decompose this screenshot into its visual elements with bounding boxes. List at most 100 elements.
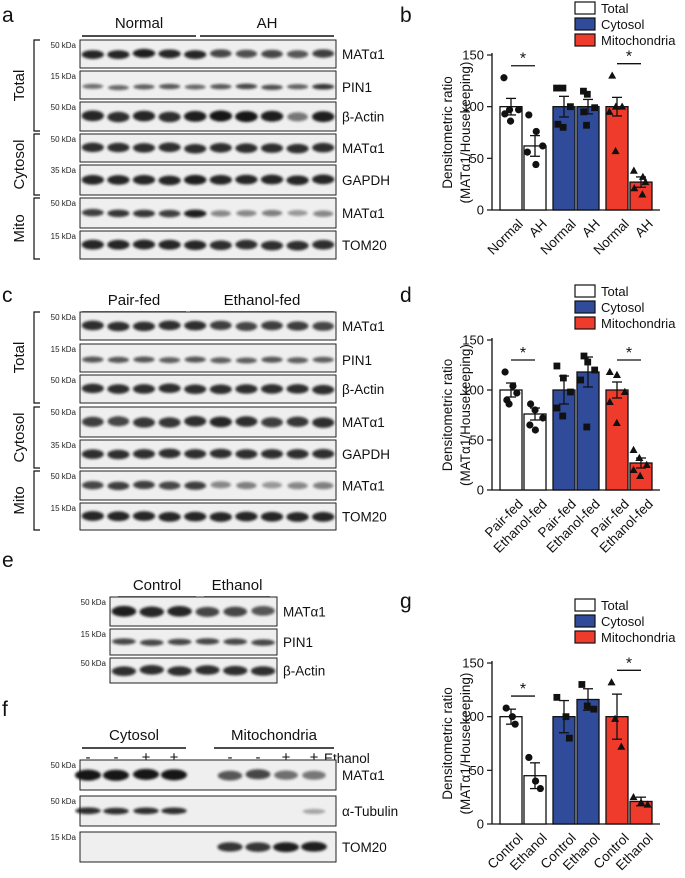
section-bracket xyxy=(33,133,40,196)
data-point xyxy=(554,120,562,128)
blot-band xyxy=(260,174,284,185)
blot-band xyxy=(133,356,155,363)
kda-marker: 50 kDa xyxy=(51,408,77,417)
blot-band xyxy=(184,449,207,459)
blot-band xyxy=(132,449,156,459)
blot-band xyxy=(107,481,130,491)
blot-band xyxy=(260,110,284,122)
blot-strip: 50 kDa MATα1 xyxy=(51,133,385,163)
blot-band xyxy=(158,512,181,522)
x-tick-label: Normal xyxy=(485,216,526,257)
blot-band xyxy=(158,320,181,331)
data-point xyxy=(559,412,567,420)
blot-band xyxy=(107,416,130,427)
panel-letter: f xyxy=(2,698,8,721)
kda-marker: 50 kDa xyxy=(51,135,77,144)
blot-band xyxy=(195,638,220,645)
legend-label: Mitochondria xyxy=(601,630,676,645)
blot-membrane xyxy=(79,831,337,863)
data-point xyxy=(617,742,626,750)
blot-band xyxy=(158,417,181,428)
blot-band xyxy=(260,240,284,251)
blot-band xyxy=(260,384,284,394)
legend-swatch xyxy=(574,17,596,31)
data-point xyxy=(642,460,651,468)
blot-band xyxy=(132,174,156,185)
kda-marker: 50 kDa xyxy=(51,199,77,208)
kda-marker: 35 kDa xyxy=(51,166,77,175)
protein-label: β-Actin xyxy=(342,110,384,125)
data-point xyxy=(500,74,508,82)
significance-star: * xyxy=(626,345,632,362)
data-point xyxy=(612,370,621,378)
blot-band xyxy=(313,210,334,217)
blot-band xyxy=(81,320,104,331)
blot-band xyxy=(217,842,243,852)
panel-letter: d xyxy=(400,284,412,307)
blot-strip: 15 kDa TOM20 xyxy=(51,831,387,863)
blot-band xyxy=(184,143,207,154)
kda-marker: 50 kDa xyxy=(51,41,77,50)
blot-band xyxy=(286,175,309,186)
blot-band xyxy=(107,175,130,185)
blot-band xyxy=(161,807,187,815)
blot-band xyxy=(209,320,232,331)
y-axis-label: Densitometric ratio xyxy=(440,687,455,800)
blot-band xyxy=(158,448,181,459)
blot-band xyxy=(223,665,248,676)
blot-band xyxy=(261,356,283,363)
data-point xyxy=(629,166,638,174)
blot-panel-a: a Normal AH 50 kDa MATα1 15 kDa PIN1 50 kDa β-Ac… xyxy=(2,4,390,260)
blot-band xyxy=(312,384,335,395)
blot-band xyxy=(286,240,309,251)
protein-label: MATα1 xyxy=(342,768,385,783)
data-point xyxy=(611,102,620,110)
blot-band xyxy=(235,416,258,427)
data-point xyxy=(580,352,588,360)
blot-band xyxy=(209,512,232,522)
blot-band xyxy=(235,174,258,185)
data-point xyxy=(591,366,599,374)
lane-group-label: AH xyxy=(257,15,278,32)
treatment-mark: + xyxy=(282,749,291,766)
blot-band xyxy=(209,416,232,428)
blot-band xyxy=(158,111,181,123)
treatment-mark: - xyxy=(86,749,91,766)
blot-band xyxy=(132,321,156,332)
bar xyxy=(576,371,600,491)
data-point xyxy=(509,382,517,390)
y-axis-label: Densitometric ratio xyxy=(440,359,455,472)
bar xyxy=(499,716,523,825)
blot-band xyxy=(107,239,130,250)
significance-star: * xyxy=(626,655,632,672)
blot-band xyxy=(139,639,164,646)
y-tick-label: 50 xyxy=(470,151,484,166)
blot-band xyxy=(209,384,232,395)
data-point xyxy=(635,453,644,461)
blot-band xyxy=(235,49,258,58)
y-tick-label: 50 xyxy=(470,763,484,778)
data-point xyxy=(567,388,574,396)
protein-label: MATα1 xyxy=(342,206,385,221)
data-point xyxy=(559,374,567,382)
blot-band xyxy=(274,770,298,780)
bar xyxy=(576,698,600,825)
data-point xyxy=(501,368,509,376)
protein-label: PIN1 xyxy=(342,80,372,95)
lane-group-label: Normal xyxy=(115,15,163,32)
blot-band xyxy=(184,84,206,90)
blot-band xyxy=(81,239,104,250)
kda-marker: 50 kDa xyxy=(51,761,77,770)
legend-swatch xyxy=(574,630,596,644)
data-point xyxy=(583,423,591,431)
blot-band xyxy=(111,605,137,617)
data-point xyxy=(562,713,570,721)
data-point xyxy=(643,800,652,808)
blot-band xyxy=(183,209,207,218)
data-point xyxy=(618,102,627,110)
y-axis-label: (MATα1/Housekeeping) xyxy=(458,62,473,204)
blot-band xyxy=(158,239,181,250)
y-axis-label: (MATα1/Housekeeping) xyxy=(458,673,473,815)
western-blots: a Normal AH 50 kDa MATα1 15 kDa PIN1 50 kDa β-Ac… xyxy=(2,4,398,863)
section-bracket xyxy=(33,311,40,404)
